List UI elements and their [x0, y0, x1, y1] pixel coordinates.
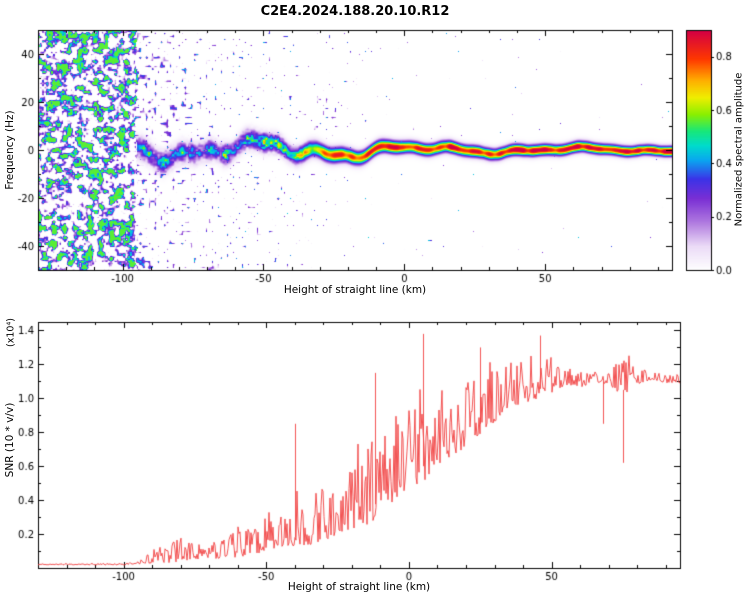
spectrogram-canvas [0, 0, 750, 310]
snr-axis-label: SNR (10 * v/v) [4, 402, 16, 478]
top-x-axis-label: Height of straight line (km) [283, 284, 427, 296]
colorbar-label: Normalized spectral amplitude [733, 72, 745, 227]
frequency-axis-label: Frequency (Hz) [4, 110, 16, 190]
bottom-x-axis-label: Height of straight line (km) [287, 581, 431, 593]
snr-line-canvas [0, 310, 750, 600]
chart-title: C2E4.2024.188.20.10.R12 [260, 4, 450, 19]
snr-scale-note: (x10⁴) [5, 318, 17, 347]
